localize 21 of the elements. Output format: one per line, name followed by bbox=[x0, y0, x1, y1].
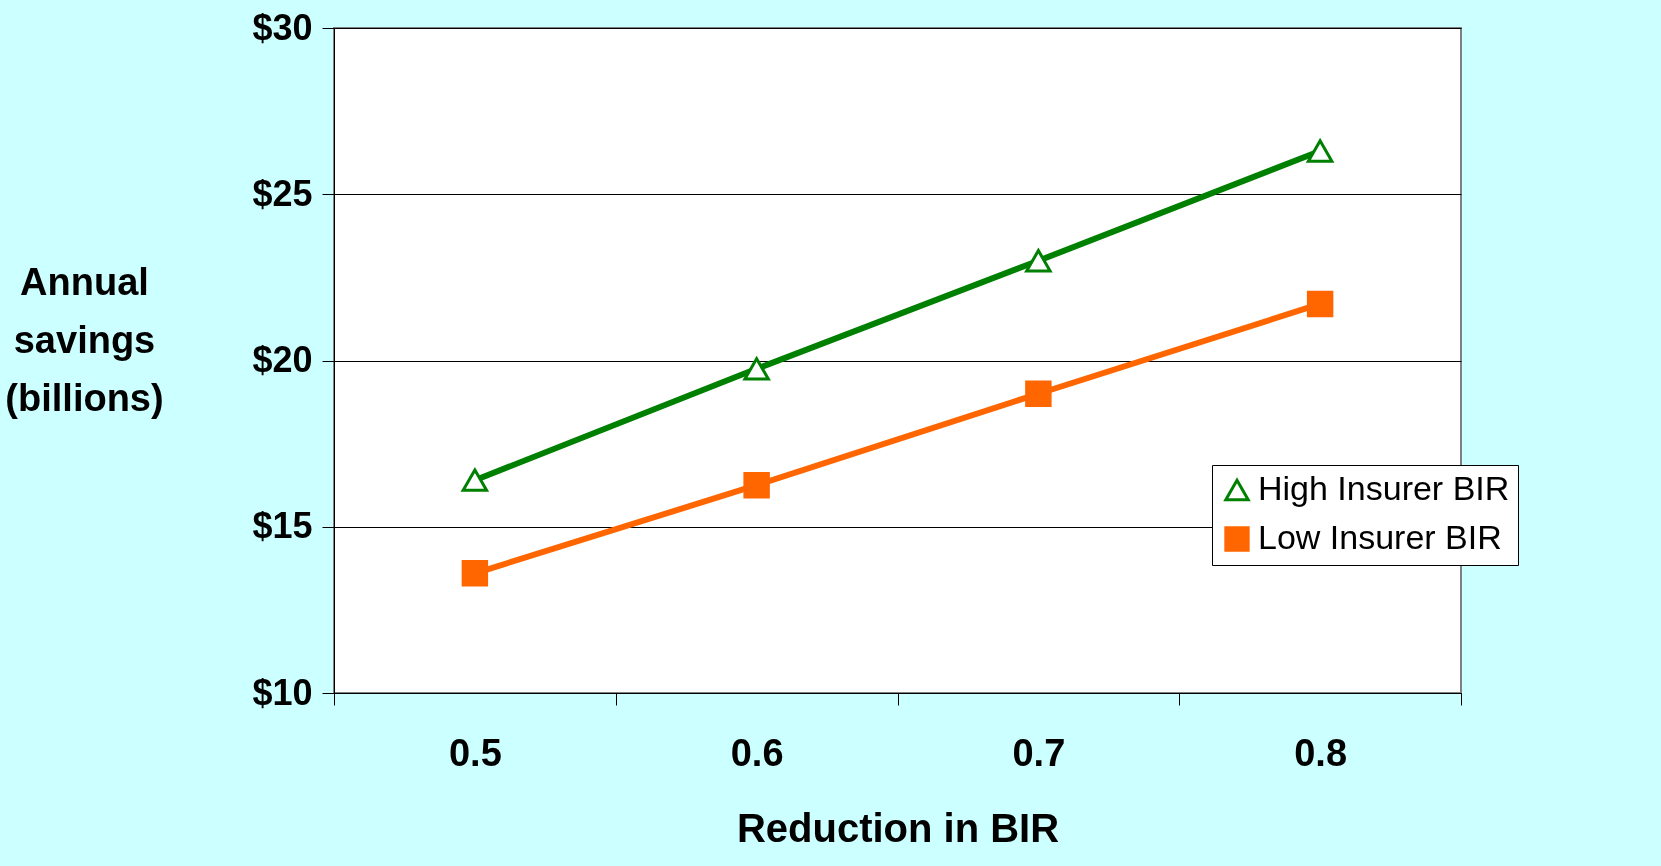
x-axis-title: Reduction in BIR bbox=[736, 805, 1060, 850]
point bbox=[461, 468, 489, 492]
x-tick-label: 0.6 bbox=[730, 731, 784, 774]
x-tick-label: 0.8 bbox=[1294, 731, 1348, 774]
y-axis-title: Annual savings (billions) bbox=[5, 260, 164, 419]
x-tick-label: 0.7 bbox=[1012, 731, 1066, 774]
point bbox=[1025, 380, 1052, 407]
y-tick-label: $15 bbox=[252, 505, 313, 547]
y-tick-label: $20 bbox=[252, 339, 313, 380]
point bbox=[1025, 249, 1052, 273]
point bbox=[743, 357, 770, 381]
point bbox=[461, 560, 489, 587]
y-tick-label: $10 bbox=[252, 671, 313, 713]
x-tick-label: 0.5 bbox=[448, 731, 502, 774]
point bbox=[1306, 139, 1334, 163]
legend-label: High Insurer BIR bbox=[1258, 469, 1510, 507]
legend-label: Low Insurer BIR bbox=[1258, 518, 1502, 556]
point bbox=[743, 471, 770, 499]
y-tick-label: $25 bbox=[252, 172, 313, 214]
y-tick-label: $30 bbox=[252, 6, 313, 48]
point bbox=[1306, 290, 1334, 318]
